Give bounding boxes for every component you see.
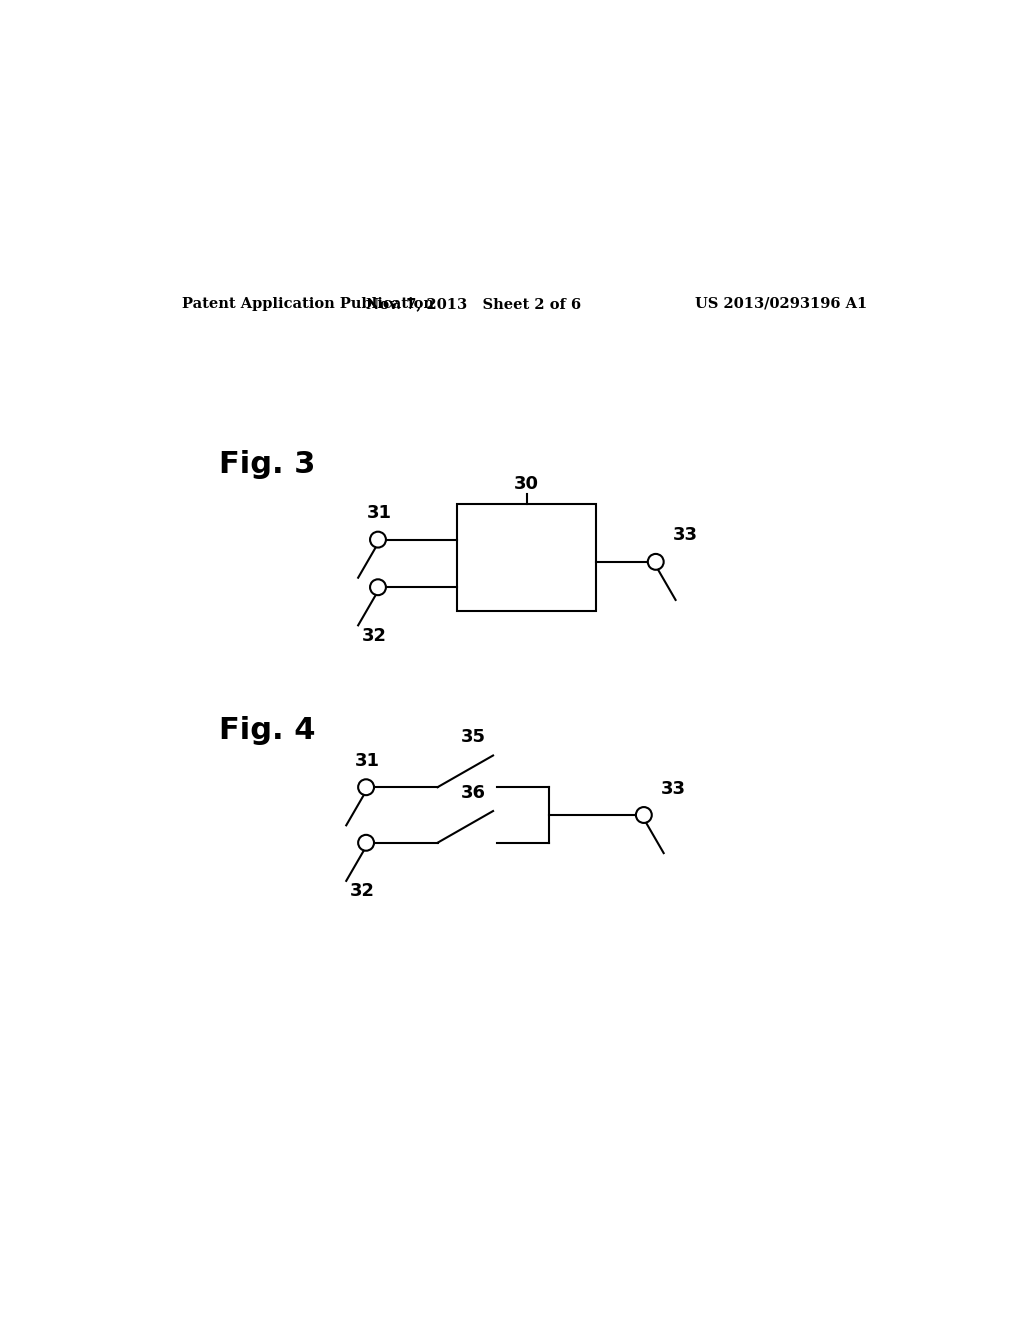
Text: 35: 35: [461, 727, 485, 746]
Text: 36: 36: [461, 784, 485, 801]
Text: 31: 31: [367, 504, 392, 523]
Circle shape: [370, 579, 386, 595]
Text: Patent Application Publication: Patent Application Publication: [182, 297, 434, 312]
Text: 31: 31: [355, 752, 380, 770]
Circle shape: [636, 807, 652, 822]
Text: Nov. 7, 2013   Sheet 2 of 6: Nov. 7, 2013 Sheet 2 of 6: [366, 297, 581, 312]
Circle shape: [358, 779, 374, 795]
Text: 32: 32: [349, 883, 375, 900]
Circle shape: [648, 554, 664, 570]
Text: 30: 30: [514, 475, 540, 492]
Text: Fig. 3: Fig. 3: [219, 450, 315, 479]
Text: 33: 33: [673, 527, 698, 544]
Text: 33: 33: [662, 780, 686, 797]
Circle shape: [370, 532, 386, 548]
Text: Fig. 4: Fig. 4: [219, 715, 315, 744]
Circle shape: [358, 834, 374, 850]
Bar: [458, 504, 596, 611]
Text: US 2013/0293196 A1: US 2013/0293196 A1: [695, 297, 867, 312]
Text: 32: 32: [361, 627, 386, 645]
